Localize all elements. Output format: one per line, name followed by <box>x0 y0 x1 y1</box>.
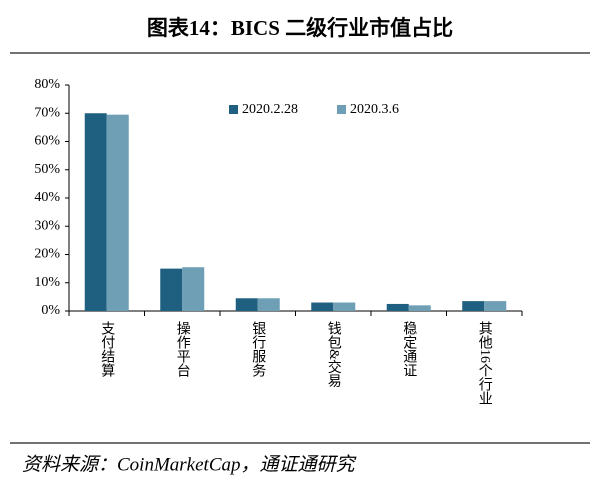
y-tick-label: 30% <box>34 218 60 233</box>
legend-label: 2020.2.28 <box>242 102 298 117</box>
x-tick-label: 操作平台 <box>175 321 191 377</box>
bar <box>106 114 129 311</box>
bar <box>235 298 258 311</box>
bar <box>182 267 205 311</box>
bar <box>484 301 507 311</box>
bar <box>160 268 183 311</box>
legend-swatch <box>229 105 238 114</box>
bar <box>462 301 485 311</box>
bar <box>257 298 280 311</box>
x-tick-label: 稳定通证 <box>401 321 417 377</box>
y-tick-label: 40% <box>34 190 60 205</box>
bar <box>386 303 409 311</box>
y-tick-label: 50% <box>34 162 60 177</box>
x-tick-label: 钱包&交易 <box>326 321 342 388</box>
legend-label: 2020.3.6 <box>350 102 399 117</box>
y-tick-label: 80% <box>34 77 60 92</box>
source-note: 资料来源：CoinMarketCap，通证通研究 <box>22 453 357 475</box>
y-tick-label: 0% <box>41 303 60 318</box>
y-tick-label: 70% <box>34 105 60 120</box>
legend-swatch <box>337 105 346 114</box>
bar <box>408 305 431 311</box>
x-tick-label: 银行服务 <box>250 321 266 377</box>
chart-title: 图表14：BICS 二级行业市值占比 <box>147 16 453 40</box>
x-tick-label: 支付结算 <box>99 321 115 377</box>
y-tick-label: 60% <box>34 134 60 149</box>
bar <box>333 302 356 311</box>
bar <box>311 302 334 311</box>
y-tick-label: 20% <box>34 247 60 262</box>
bar <box>84 113 107 311</box>
y-tick-label: 10% <box>34 275 60 290</box>
x-tick-label: 其他16个行业 <box>477 321 493 405</box>
